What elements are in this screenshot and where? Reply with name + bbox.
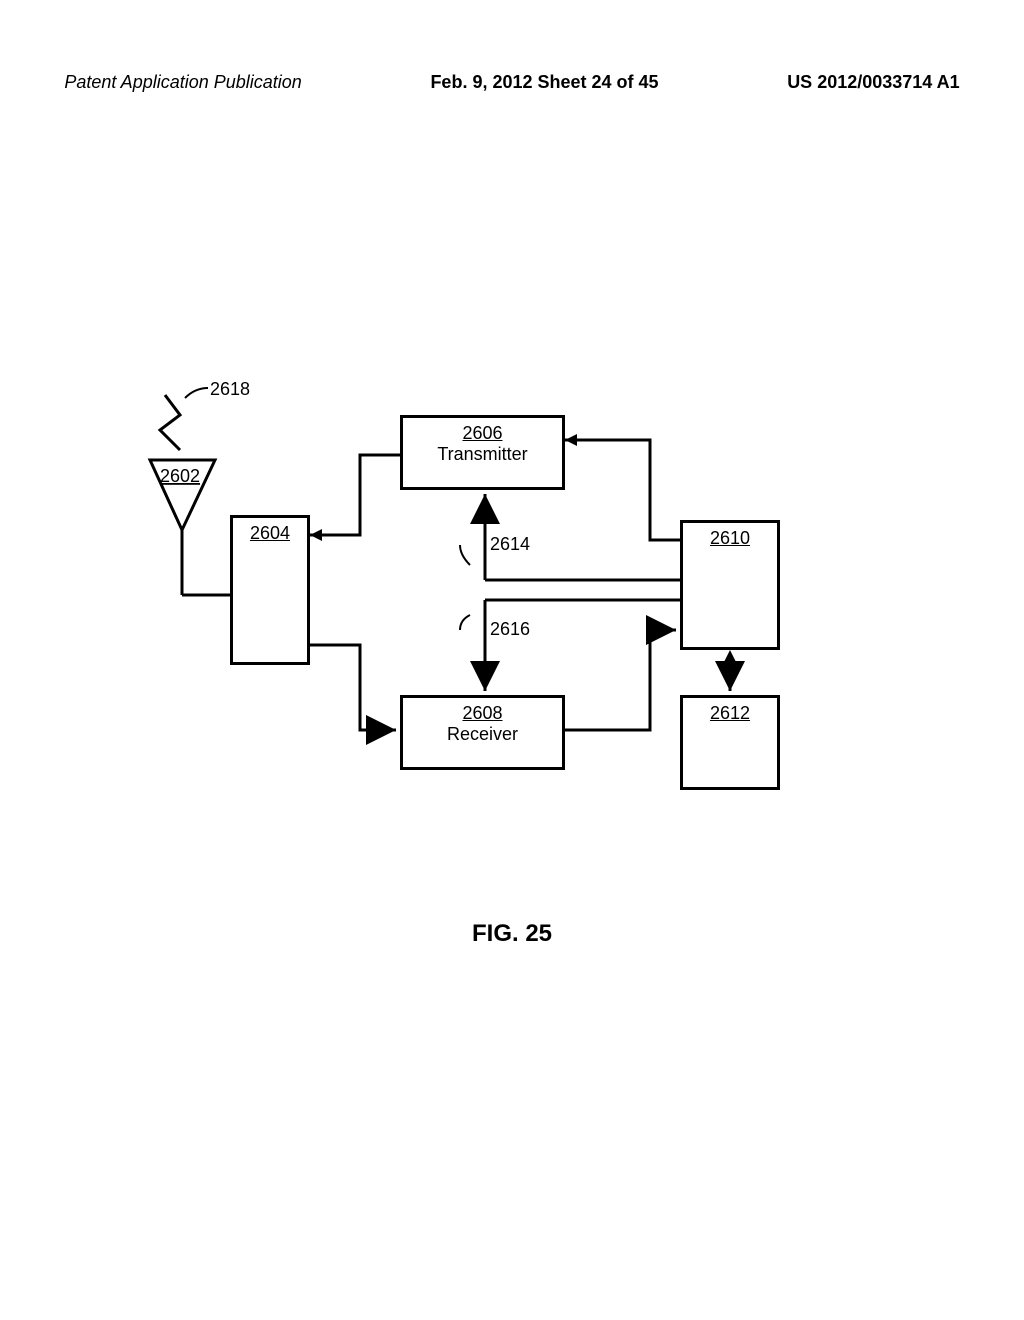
leader-2614 <box>460 545 470 565</box>
transmitter-sublabel: Transmitter <box>403 444 562 465</box>
switch-box: 2604 <box>230 515 310 665</box>
header-center: Feb. 9, 2012 Sheet 24 of 45 <box>430 72 658 93</box>
header-right: US 2012/0033714 A1 <box>787 72 959 93</box>
receiver-label: 2608 <box>403 698 562 724</box>
switch-label: 2604 <box>233 518 307 544</box>
processor-box: 2610 <box>680 520 780 650</box>
figure-label: FIG. 25 <box>0 920 1024 948</box>
label-2602: 2602 <box>160 466 200 486</box>
arrow-mem-proc <box>724 650 736 662</box>
block-diagram: 2618 2614 2616 2602 2604 2606 Transmitte… <box>100 370 900 820</box>
receiver-box: 2608 Receiver <box>400 695 565 770</box>
receiver-sublabel: Receiver <box>403 724 562 745</box>
label-2618: 2618 <box>210 379 250 399</box>
switch-to-tx <box>310 455 400 535</box>
leader-2616 <box>460 615 470 630</box>
memory-label: 2612 <box>683 698 777 724</box>
label-2614: 2614 <box>490 534 530 554</box>
tx-to-proc <box>565 440 680 540</box>
rx-to-proc <box>565 630 676 730</box>
signal-leader <box>185 388 208 398</box>
processor-label: 2610 <box>683 523 777 549</box>
signal-wave <box>160 395 180 450</box>
switch-to-rx <box>310 645 396 730</box>
label-2616: 2616 <box>490 619 530 639</box>
arrow-switch-tx <box>310 529 322 541</box>
memory-box: 2612 <box>680 695 780 790</box>
header-left: Patent Application Publication <box>64 72 302 93</box>
arrow-tx-proc <box>565 434 577 446</box>
transmitter-label: 2606 <box>403 418 562 444</box>
transmitter-box: 2606 Transmitter <box>400 415 565 490</box>
